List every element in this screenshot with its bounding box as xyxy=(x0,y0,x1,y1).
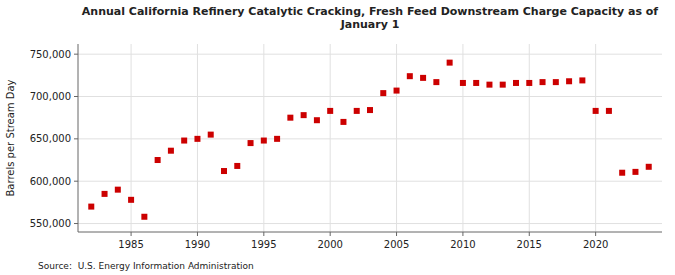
y-tick xyxy=(74,181,78,182)
point xyxy=(128,197,134,203)
y-tick xyxy=(74,223,78,224)
grid-line-x xyxy=(330,44,331,232)
point xyxy=(314,117,320,123)
point xyxy=(433,79,439,85)
point xyxy=(168,148,174,154)
point xyxy=(526,80,532,86)
point xyxy=(606,108,612,114)
point xyxy=(500,82,506,88)
point xyxy=(579,77,585,83)
y-tick-label: 600,000 xyxy=(30,176,71,187)
point xyxy=(354,108,360,114)
x-tick-label: 1990 xyxy=(185,239,210,250)
y-tick-label: 550,000 xyxy=(30,218,71,229)
x-tick xyxy=(131,232,132,236)
x-tick xyxy=(462,232,463,236)
point xyxy=(460,80,466,86)
grid-line-y xyxy=(78,138,662,139)
points xyxy=(88,60,651,220)
source: Source: U.S. Energy Information Administ… xyxy=(38,261,254,271)
point xyxy=(301,112,307,118)
y-axis-label: Barrels per Stream Day xyxy=(5,79,16,196)
y-axis: 550,000 600,000 650,000 700,000 750,000 xyxy=(30,49,78,229)
point xyxy=(447,60,453,66)
point xyxy=(208,132,214,138)
point xyxy=(88,204,94,210)
point xyxy=(102,191,108,197)
grid-line-x xyxy=(131,44,132,232)
point xyxy=(632,169,638,175)
grid-line-y xyxy=(78,181,662,182)
grid-line-x xyxy=(396,44,397,232)
grid-line-x xyxy=(595,44,596,232)
x-tick-label: 2010 xyxy=(450,239,475,250)
point xyxy=(420,75,426,81)
x-tick-label: 2000 xyxy=(317,239,342,250)
y-tick xyxy=(74,54,78,55)
point xyxy=(274,136,280,142)
x-tick xyxy=(396,232,397,236)
point xyxy=(327,108,333,114)
point xyxy=(473,80,479,86)
x-tick-label: 2015 xyxy=(517,239,542,250)
x-tick-label: 1985 xyxy=(118,239,143,250)
point xyxy=(380,90,386,96)
point xyxy=(115,187,121,193)
x-tick xyxy=(263,232,264,236)
point xyxy=(486,82,492,88)
point xyxy=(394,88,400,94)
y-tick xyxy=(74,138,78,139)
point xyxy=(194,136,200,142)
x-tick xyxy=(330,232,331,236)
point xyxy=(221,168,227,174)
title-line: January 1 xyxy=(340,18,400,31)
chart: Annual California Refinery Catalytic Cra… xyxy=(0,0,675,275)
point xyxy=(340,119,346,125)
point xyxy=(367,107,373,113)
grid-line-x xyxy=(529,44,530,232)
x-tick-label: 2005 xyxy=(384,239,409,250)
point xyxy=(155,157,161,163)
y-tick-label: 650,000 xyxy=(30,133,71,144)
point xyxy=(407,73,413,79)
grid-line-y xyxy=(78,96,662,97)
x-axis: 1985 1990 1995 2000 2005 2010 2015 2020 xyxy=(118,232,608,250)
grid-line-y xyxy=(78,223,662,224)
point xyxy=(566,78,572,84)
x-tick-label: 1995 xyxy=(251,239,276,250)
title: Annual California Refinery Catalytic Cra… xyxy=(82,5,659,31)
grid-line-y xyxy=(78,54,662,55)
point xyxy=(513,80,519,86)
y-tick-label: 700,000 xyxy=(30,91,71,102)
point xyxy=(540,79,546,85)
point xyxy=(287,115,293,121)
point xyxy=(593,108,599,114)
title-line: Annual California Refinery Catalytic Cra… xyxy=(82,5,659,18)
point xyxy=(141,214,147,220)
x-axis-line xyxy=(78,232,662,233)
point xyxy=(248,140,254,146)
y-tick-label: 750,000 xyxy=(30,49,71,60)
grid xyxy=(78,44,662,232)
point xyxy=(553,79,559,85)
point xyxy=(619,170,625,176)
point xyxy=(261,138,267,144)
x-tick xyxy=(529,232,530,236)
point xyxy=(234,163,240,169)
y-tick xyxy=(74,96,78,97)
point xyxy=(181,138,187,144)
x-tick-label: 2020 xyxy=(583,239,608,250)
grid-line-x xyxy=(462,44,463,232)
page: {"chart_data": { "type": "scatter", "tit… xyxy=(0,0,675,275)
y-axis-line xyxy=(78,44,79,232)
point xyxy=(646,164,652,170)
x-tick xyxy=(197,232,198,236)
x-tick xyxy=(595,232,596,236)
